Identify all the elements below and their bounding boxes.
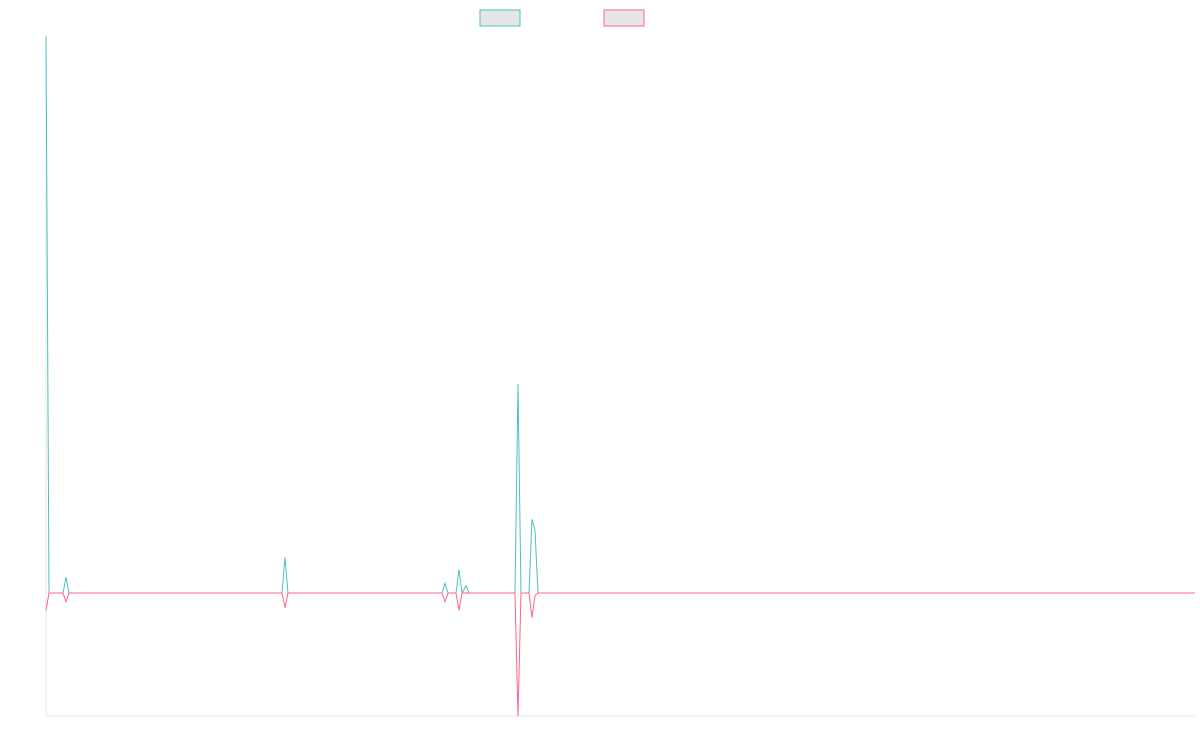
data-line [45, 35, 1195, 595]
legend-swatch[interactable] [603, 9, 645, 27]
legend-swatch[interactable] [479, 9, 521, 27]
data-line [45, 592, 1195, 717]
